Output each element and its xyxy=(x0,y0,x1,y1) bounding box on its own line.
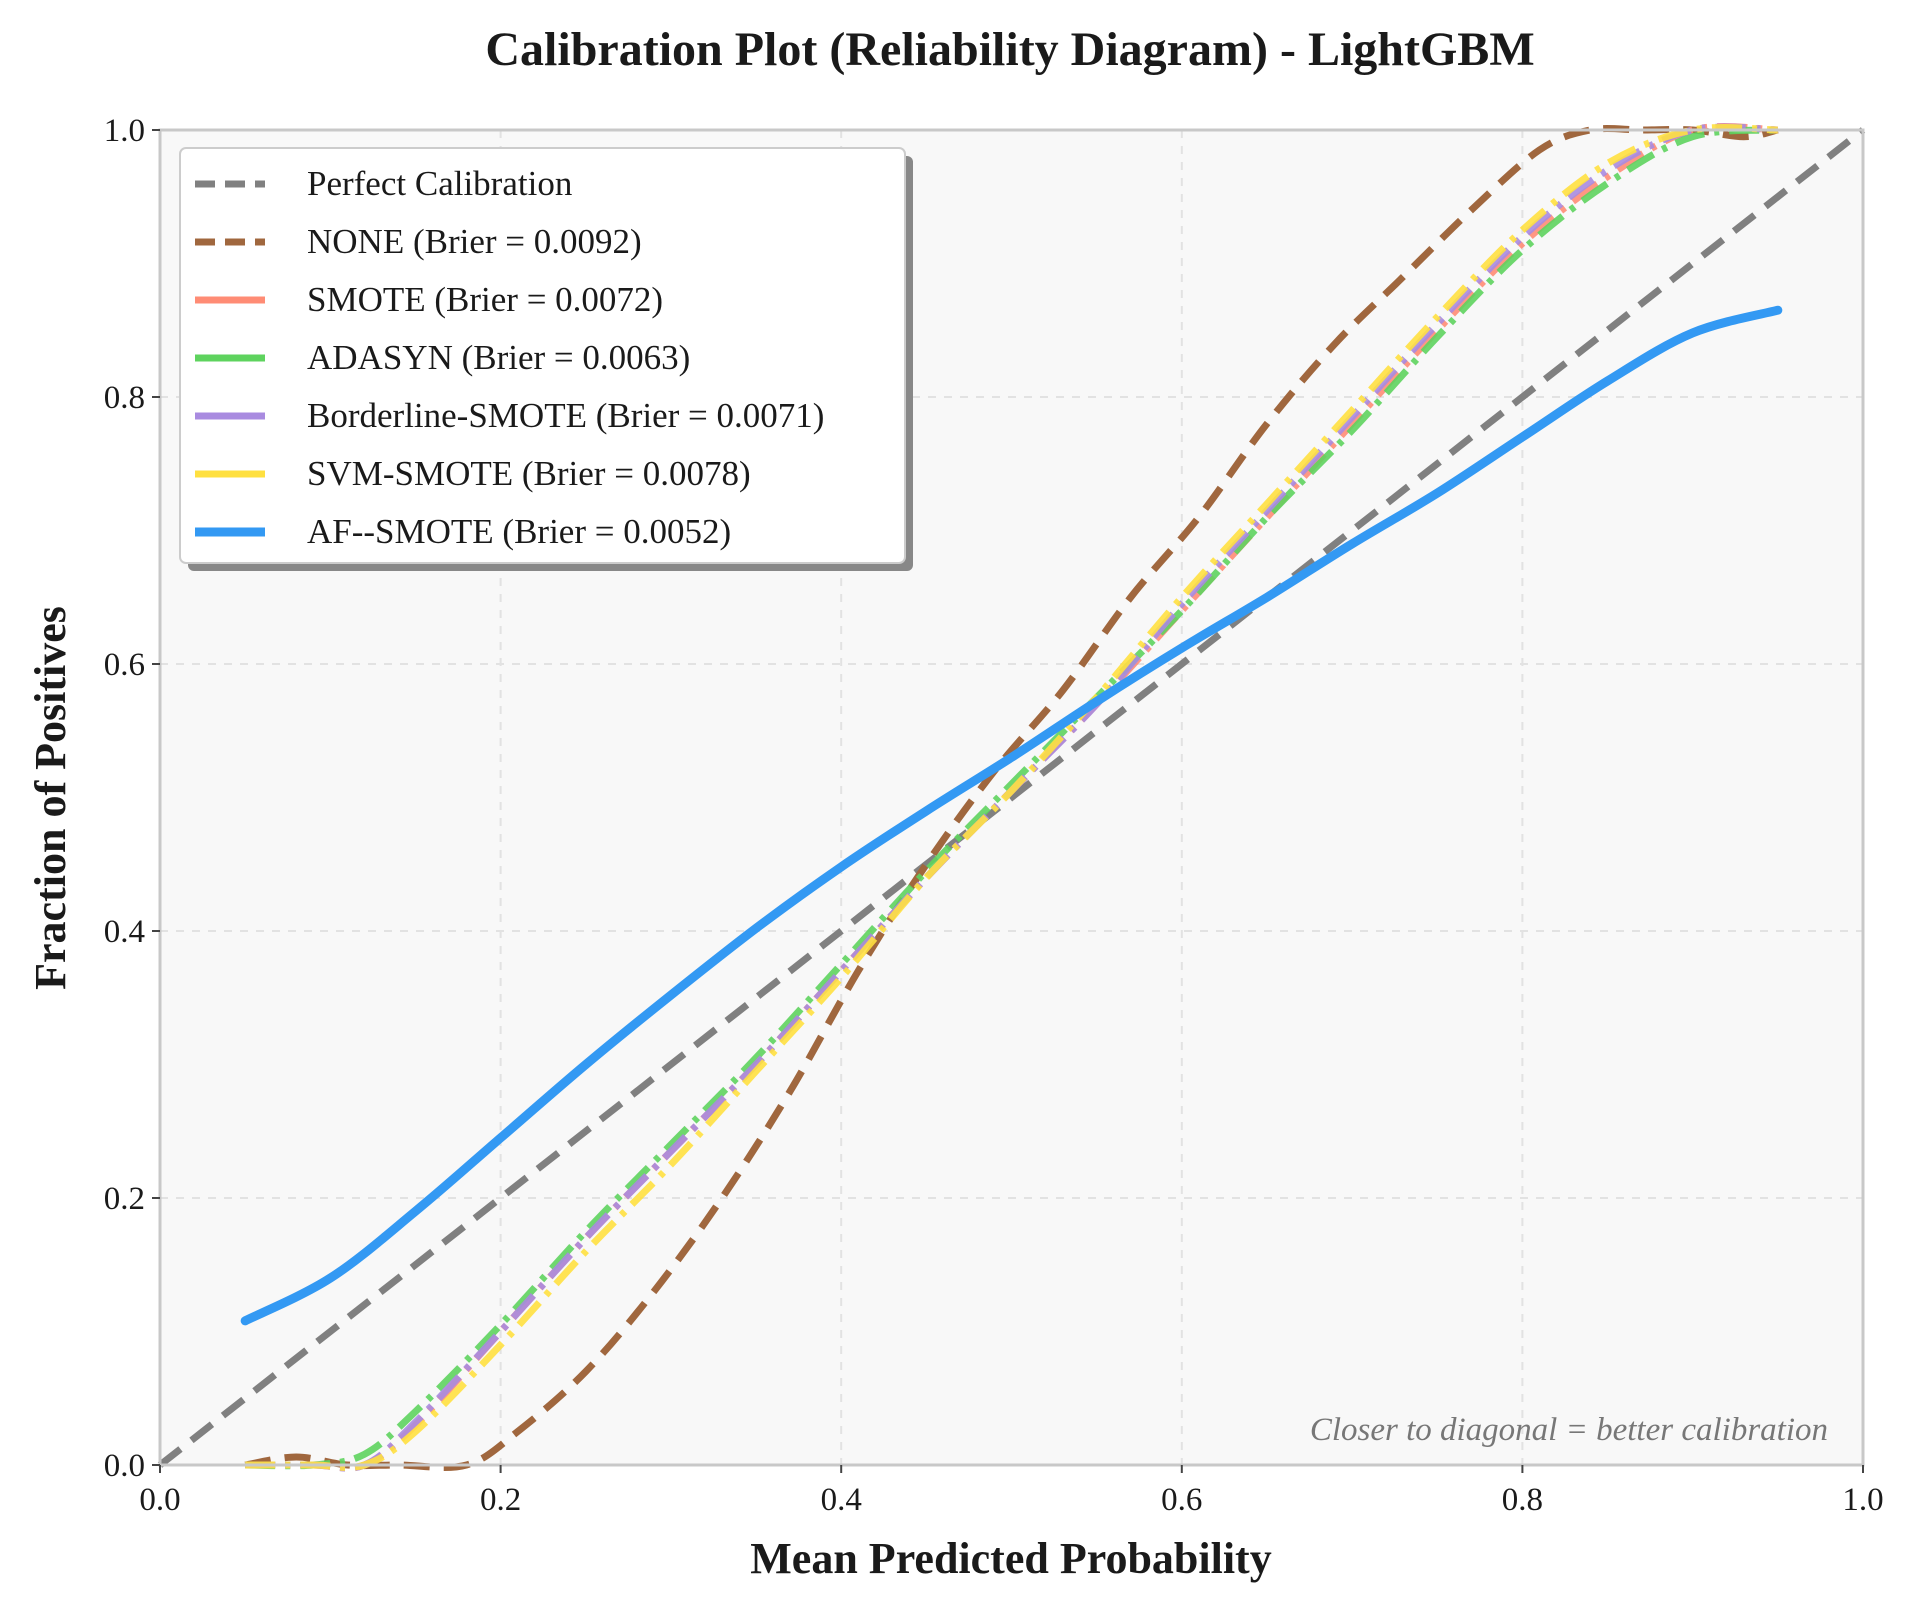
y-tick-label: 0.4 xyxy=(104,914,145,950)
series-line-4 xyxy=(245,123,1778,1472)
y-axis-label: Fraction of Positives xyxy=(26,606,75,990)
y-tick-label: 0.2 xyxy=(104,1181,145,1217)
series-line-5 xyxy=(245,124,1778,1471)
x-tick-label: 0.2 xyxy=(480,1482,521,1518)
series-line-3 xyxy=(245,126,1779,1470)
x-tick-label: 1.0 xyxy=(1842,1482,1883,1518)
grid xyxy=(160,130,1863,1465)
legend-label: Borderline-SMOTE (Brier = 0.0071) xyxy=(307,396,824,435)
legend-label: ADASYN (Brier = 0.0063) xyxy=(307,338,690,377)
y-tick-label: 0.0 xyxy=(104,1448,145,1484)
legend-label: NONE (Brier = 0.0092) xyxy=(307,222,642,261)
y-tick-label: 0.6 xyxy=(104,647,145,683)
y-tick-label: 0.8 xyxy=(104,380,145,416)
chart-title: Calibration Plot (Reliability Diagram) -… xyxy=(485,23,1534,76)
axis-ticks: 0.0 0.2 0.4 0.6 0.8 1.0 0.0 0.2 0.4 0.6 0.8 1.0 xyxy=(104,113,1884,1518)
x-tick-label: 0.0 xyxy=(139,1482,180,1518)
legend-label: Perfect Calibration xyxy=(307,164,572,203)
plot-frame xyxy=(158,128,1865,1467)
x-tick-label: 0.6 xyxy=(1161,1482,1202,1518)
legend: Perfect Calibration NONE (Brier = 0.0092)… xyxy=(179,147,913,571)
x-tick-label: 0.4 xyxy=(821,1482,862,1518)
x-axis-label: Mean Predicted Probability xyxy=(750,1534,1271,1583)
series-line-0 xyxy=(157,127,1866,1468)
y-tick-label: 1.0 xyxy=(104,113,145,149)
series-lines xyxy=(157,123,1866,1472)
series-line-1 xyxy=(244,125,1779,1471)
legend-label: SVM-SMOTE (Brier = 0.0078) xyxy=(307,454,751,493)
legend-label: AF--SMOTE (Brier = 0.0052) xyxy=(307,512,731,551)
calibration-note: Closer to diagonal = better calibration xyxy=(1310,1412,1828,1448)
x-tick-label: 0.8 xyxy=(1502,1482,1543,1518)
legend-box xyxy=(179,147,906,564)
legend-label: SMOTE (Brier = 0.0072) xyxy=(307,280,663,319)
series-line-6 xyxy=(240,305,1783,1326)
